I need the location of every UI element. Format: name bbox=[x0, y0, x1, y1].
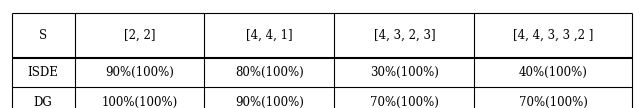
Text: S: S bbox=[39, 29, 47, 42]
Text: 90%(100%): 90%(100%) bbox=[235, 96, 304, 108]
Text: DG: DG bbox=[34, 96, 52, 108]
Text: 40%(100%): 40%(100%) bbox=[519, 66, 588, 79]
Text: 30%(100%): 30%(100%) bbox=[370, 66, 439, 79]
Text: [4, 4, 3, 3 ,2 ]: [4, 4, 3, 3 ,2 ] bbox=[513, 29, 593, 42]
Text: 70%(100%): 70%(100%) bbox=[519, 96, 588, 108]
Text: ISDE: ISDE bbox=[28, 66, 58, 79]
Text: 100%(100%): 100%(100%) bbox=[101, 96, 178, 108]
Text: 80%(100%): 80%(100%) bbox=[235, 66, 304, 79]
Text: [2, 2]: [2, 2] bbox=[124, 29, 156, 42]
Text: 70%(100%): 70%(100%) bbox=[370, 96, 439, 108]
Text: [4, 4, 1]: [4, 4, 1] bbox=[246, 29, 292, 42]
Text: [4, 3, 2, 3]: [4, 3, 2, 3] bbox=[374, 29, 435, 42]
Text: 90%(100%): 90%(100%) bbox=[105, 66, 174, 79]
